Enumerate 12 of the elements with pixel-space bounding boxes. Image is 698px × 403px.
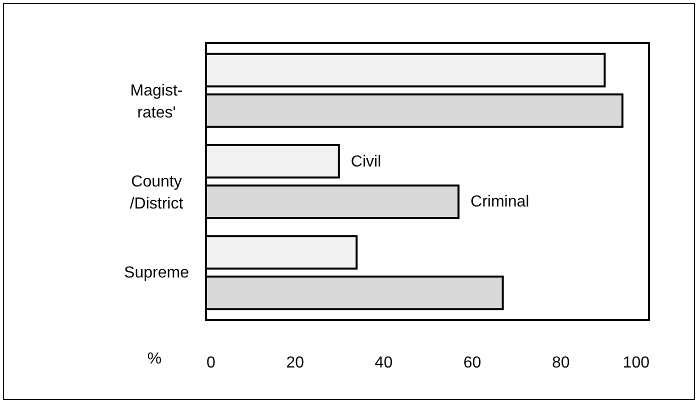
x-tick-label: 100: [622, 354, 650, 372]
series-label: Civil: [350, 153, 382, 170]
x-tick-label: 80: [552, 354, 570, 372]
y-tick-label: Supreme: [124, 264, 190, 282]
y-tick-label: County /District: [130, 174, 184, 212]
x-tick-label: 40: [374, 354, 393, 372]
x-tick-label: 60: [463, 354, 482, 372]
series-label: Criminal: [470, 194, 530, 211]
x-tick-label: 20: [286, 354, 304, 372]
y-tick-label: Magist- rates': [130, 82, 183, 122]
x-tick-label: 0: [206, 354, 216, 372]
x-axis-title: %: [147, 350, 162, 368]
